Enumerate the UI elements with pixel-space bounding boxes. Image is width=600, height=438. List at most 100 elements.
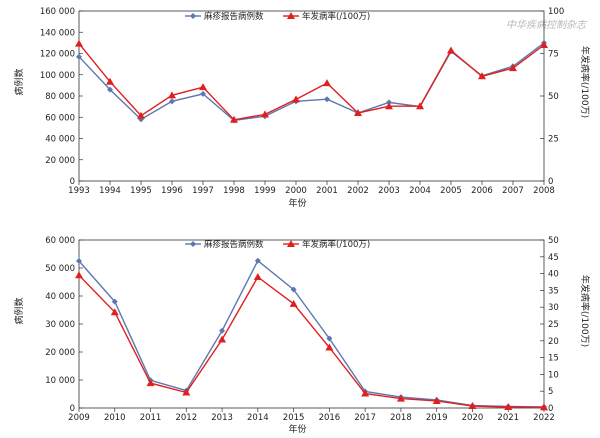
x-tick-label: 2020 <box>462 413 484 423</box>
y-right-tick-label: 15 <box>548 354 559 364</box>
y-right-tick-label: 45 <box>548 253 559 263</box>
x-tick-label: 2013 <box>211 413 233 423</box>
x-tick-label: 2022 <box>533 413 555 423</box>
x-tick-label: 2016 <box>319 413 341 423</box>
x-tick-label: 2008 <box>533 186 555 196</box>
x-tick-label: 2001 <box>316 186 338 196</box>
x-axis-title: 年份 <box>288 197 306 209</box>
case-count-point <box>326 335 333 342</box>
x-tick-label: 1995 <box>130 186 152 196</box>
watermark-text: 中华疾病控制杂志 <box>506 19 588 31</box>
y-right-tick-label: 5 <box>548 387 553 397</box>
incidence-rate-point <box>540 41 548 48</box>
x-tick-label: 2007 <box>502 186 524 196</box>
y-left-tick-label: 100 000 <box>40 71 75 81</box>
incidence-rate-point <box>540 403 548 411</box>
y-left-axis-title: 病例数 <box>13 68 25 95</box>
incidence-rate-point <box>168 91 176 99</box>
x-tick-label: 2019 <box>426 413 448 423</box>
y-left-tick-label: 10 000 <box>45 376 75 386</box>
x-tick-label: 2017 <box>354 413 376 423</box>
y-left-tick-label: 20 000 <box>45 156 75 166</box>
y-right-tick-label: 20 <box>548 337 559 347</box>
y-right-tick-label: 10 <box>548 370 559 380</box>
legend-label-2: 年发病率(/100万) <box>302 11 370 22</box>
legend-diamond-icon <box>190 13 196 19</box>
y-right-tick-label: 50 <box>548 236 559 246</box>
plot-frame <box>78 10 545 182</box>
x-tick-label: 2006 <box>471 186 493 196</box>
x-tick-label: 1994 <box>99 186 121 196</box>
incidence-rate-point <box>253 272 262 280</box>
legend-diamond-icon <box>190 241 196 247</box>
x-tick-label: 2003 <box>378 186 400 196</box>
y-left-tick-label: 0 <box>70 404 75 414</box>
x-tick-label: 2005 <box>440 186 462 196</box>
chart-panel-1: 0 20 000 40 000 60 000 80 000 100 000 120 000 1… <box>13 7 591 209</box>
incidence-rate-point <box>75 39 83 47</box>
series-line-2 <box>78 274 545 408</box>
series-line-1 <box>78 42 545 122</box>
case-count-point <box>200 90 206 97</box>
legend-label-2: 年发病率(/100万) <box>302 239 370 250</box>
incidence-rate-point <box>396 394 405 402</box>
legend-triangle-icon <box>287 240 295 247</box>
x-tick-label: 1996 <box>161 186 183 196</box>
incidence-rate-point <box>199 83 207 91</box>
incidence-rate-point <box>182 388 191 396</box>
y-right-tick-label: 30 <box>548 303 559 313</box>
y-left-axis-title: 病例数 <box>13 297 25 324</box>
incidence-rate-point <box>106 77 114 85</box>
y-left-tick-label: 120 000 <box>40 50 75 60</box>
x-tick-label: 2015 <box>283 413 305 423</box>
incidence-rate-point <box>292 95 300 103</box>
y-left-tick-label: 20 000 <box>45 348 75 358</box>
case-count-point <box>290 286 297 293</box>
y-left-tick-label: 160 000 <box>40 7 75 17</box>
y-left-tick-label: 0 <box>70 177 75 187</box>
incidence-rate-point <box>75 271 83 279</box>
incidence-rate-point <box>509 64 517 72</box>
y-left-tick-label: 40 000 <box>45 292 75 302</box>
incidence-rate-point <box>323 79 331 87</box>
y-right-tick-label: 100 <box>548 7 564 17</box>
case-count-point <box>219 327 226 334</box>
series-line-2 <box>78 43 545 121</box>
y-left-tick-label: 60 000 <box>45 113 75 123</box>
x-tick-label: 2011 <box>140 413 162 423</box>
incidence-rate-point <box>230 115 238 123</box>
x-axis-title: 年份 <box>288 423 306 435</box>
incidence-rate-point <box>361 389 370 397</box>
incidence-rate-point <box>289 299 298 307</box>
case-count-point <box>111 298 118 305</box>
case-count-point <box>76 258 82 264</box>
incidence-rate-point <box>478 72 486 80</box>
incidence-rate-point <box>146 379 155 387</box>
y-left-tick-label: 40 000 <box>45 135 75 145</box>
incidence-rate-point <box>416 102 424 110</box>
y-left-tick-label: 60 000 <box>45 236 75 246</box>
legend-triangle-icon <box>287 12 295 19</box>
chart-panel-2: 0 10 000 20 000 30 000 40 000 50 000 60 000 0 5 1… <box>13 236 591 435</box>
x-tick-label: 2021 <box>497 413 519 423</box>
incidence-rate-point <box>504 402 513 410</box>
x-tick-label: 2014 <box>247 413 269 423</box>
case-count-point <box>76 53 82 60</box>
y-right-tick-label: 0 <box>548 177 553 187</box>
x-tick-label: 1998 <box>223 186 245 196</box>
x-tick-label: 1999 <box>254 186 276 196</box>
y-right-tick-label: 35 <box>548 286 559 296</box>
y-right-tick-label: 75 <box>548 50 559 60</box>
legend-label-1: 麻疹报告病例数 <box>204 11 264 22</box>
case-count-point <box>254 257 261 264</box>
incidence-rate-point <box>218 335 227 343</box>
incidence-rate-point <box>137 111 145 119</box>
x-tick-label: 1993 <box>68 186 90 196</box>
y-right-axis-title: 年发病率(/100万) <box>579 46 591 118</box>
x-tick-label: 2002 <box>347 186 369 196</box>
case-count-point <box>324 96 330 103</box>
incidence-rate-point <box>110 308 119 316</box>
incidence-rate-point <box>468 401 477 409</box>
y-right-tick-label: 25 <box>548 320 559 330</box>
legend-label-1: 麻疹报告病例数 <box>204 239 264 250</box>
